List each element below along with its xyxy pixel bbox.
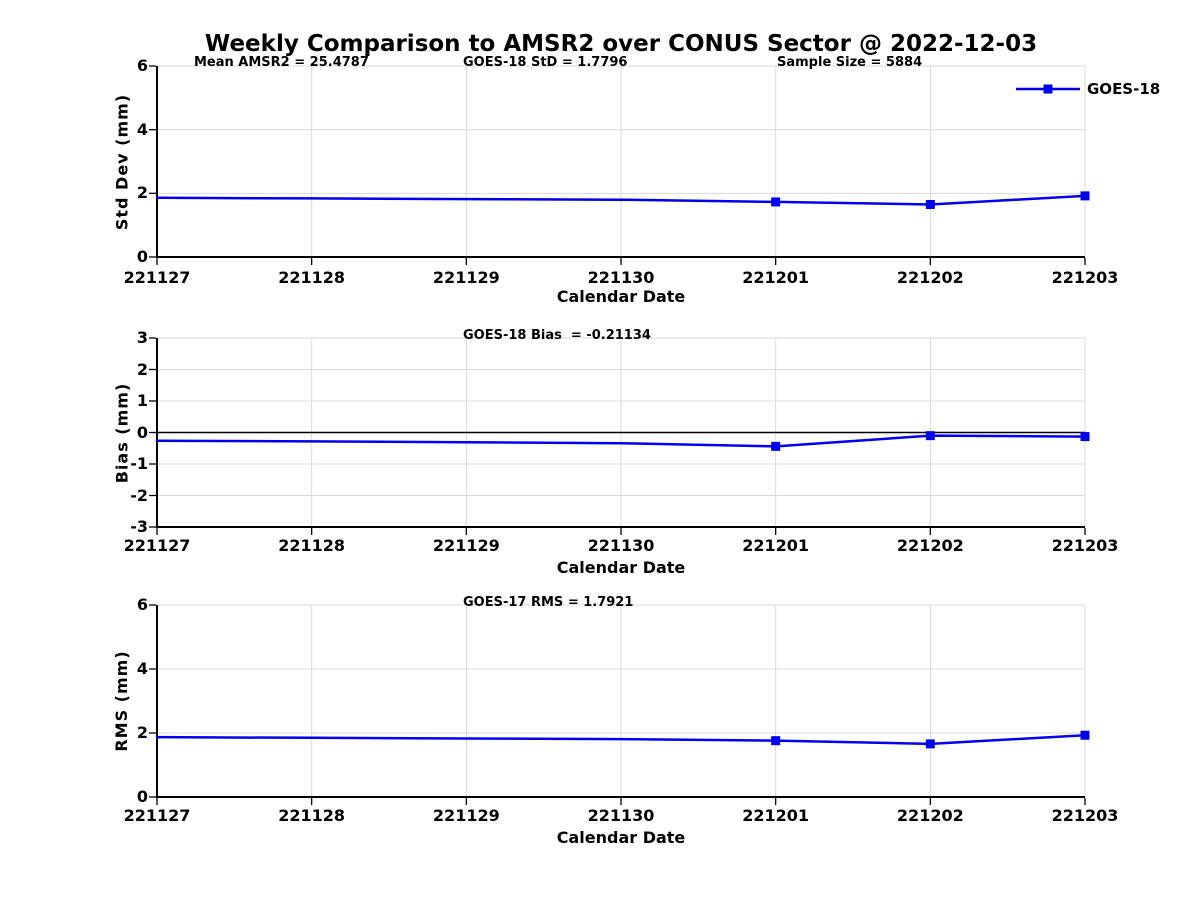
axes (156, 66, 1085, 258)
x-tick-label: 221201 (742, 536, 810, 555)
y-tick-label: 0 (136, 787, 148, 806)
annotation: Sample Size = 5884 (777, 55, 923, 70)
data-point-marker (771, 736, 781, 746)
x-tick-label: 221130 (587, 268, 655, 287)
x-tick-label: 221127 (123, 806, 191, 825)
y-tick-label: 2 (136, 723, 148, 742)
annotation: GOES-18 StD = 1.7796 (463, 55, 628, 70)
y-tick-label: -1 (130, 454, 148, 473)
y-tick-label: -2 (130, 485, 148, 505)
data-point-marker (1080, 432, 1090, 442)
axes (156, 338, 1085, 528)
legend-label: GOES-18 (1087, 80, 1161, 98)
data-point-marker (771, 197, 781, 207)
y-tick-label: 4 (136, 119, 148, 139)
x-tick-label: 221203 (1051, 536, 1119, 555)
y-tick-label: 3 (136, 328, 148, 347)
y-axis-label-rms: RMS (mm) (112, 650, 131, 752)
x-tick-label: 221128 (278, 536, 346, 555)
y-tick-label: 0 (136, 422, 148, 442)
y-tick-label: 2 (136, 183, 148, 203)
axes (156, 605, 1085, 798)
legend-line-marker-icon (1016, 84, 1080, 94)
y-tick-label: 0 (136, 247, 148, 266)
data-point-marker (771, 441, 781, 451)
annotation: GOES-17 RMS = 1.7921 (463, 595, 634, 610)
y-tick-label: 4 (136, 659, 148, 678)
y-tick-label: -3 (130, 517, 148, 536)
x-axis-label: Calendar Date (556, 287, 686, 306)
x-tick-label: 221203 (1051, 806, 1119, 825)
x-tick-label: 221201 (742, 268, 810, 287)
annotation: Mean AMSR2 = 25.4787 (194, 55, 369, 70)
y-tick-label: 6 (136, 56, 148, 75)
x-tick-label: 221128 (278, 268, 346, 287)
y-axis-label-std-dev: Std Dev (mm) (112, 93, 131, 230)
y-tick-label: 2 (136, 359, 148, 379)
x-tick-label: 221129 (432, 268, 500, 287)
data-point-marker (1080, 730, 1090, 740)
x-tick-label: 221128 (278, 806, 346, 825)
figure-title: Weekly Comparison to AMSR2 over CONUS Se… (204, 31, 1038, 57)
x-tick-label: 221202 (896, 268, 964, 287)
x-tick-label: 221130 (587, 536, 655, 555)
data-point-marker (1080, 191, 1090, 201)
legend: GOES-18 (1016, 80, 1160, 98)
x-tick-label: 221127 (123, 536, 191, 555)
x-tick-label: 221129 (432, 806, 500, 825)
x-tick-label: 221202 (896, 536, 964, 555)
x-tick-label: 221203 (1051, 268, 1119, 287)
y-tick-label: 6 (136, 595, 148, 614)
x-tick-label: 221201 (742, 806, 810, 825)
x-tick-label: 221129 (432, 536, 500, 555)
data-point-marker (925, 739, 935, 749)
x-tick-label: 221127 (123, 268, 191, 287)
x-axis-label: Calendar Date (556, 828, 686, 847)
x-axis-label: Calendar Date (556, 558, 686, 577)
y-tick-label: 1 (136, 391, 148, 410)
x-tick-label: 221130 (587, 806, 655, 825)
annotation: GOES-18 Bias = -0.21134 (463, 328, 651, 343)
data-point-marker (925, 199, 935, 209)
x-tick-label: 221202 (896, 806, 964, 825)
data-point-marker (925, 431, 935, 441)
